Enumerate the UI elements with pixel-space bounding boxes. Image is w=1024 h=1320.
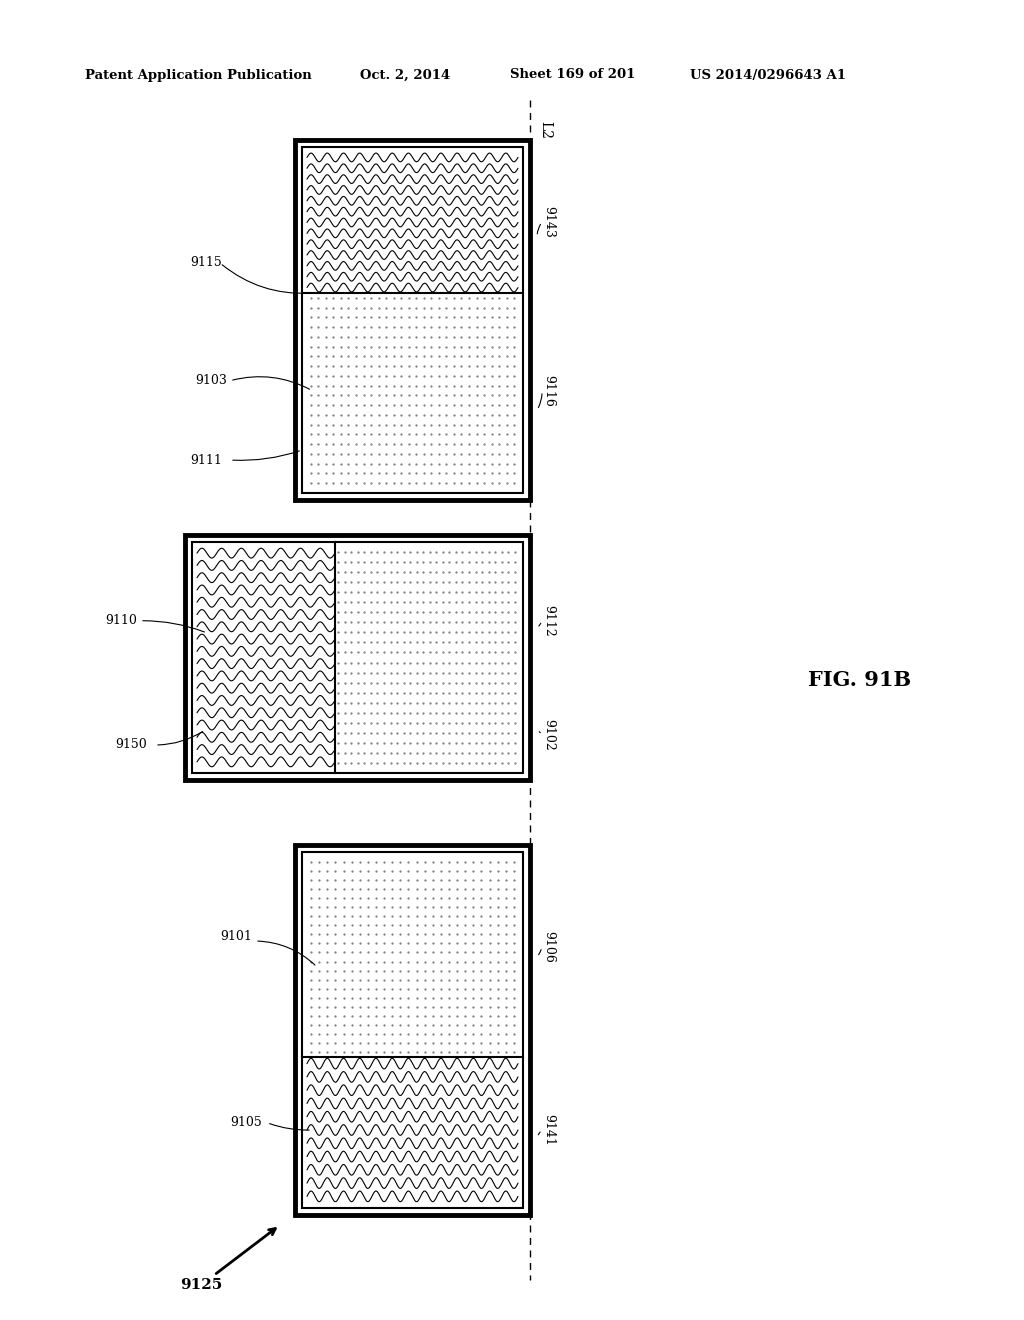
Text: US 2014/0296643 A1: US 2014/0296643 A1 [690,69,846,82]
Text: 9125: 9125 [180,1229,275,1292]
Bar [193,543,523,774]
Text: 9103: 9103 [195,375,227,387]
Text: 9111: 9111 [190,454,222,466]
Text: 9115: 9115 [190,256,222,269]
Text: FIG. 91B: FIG. 91B [808,671,911,690]
Text: 9110: 9110 [105,614,137,627]
Bar [295,845,530,1214]
Bar [185,535,530,780]
Bar [295,140,530,500]
Text: Patent Application Publication: Patent Application Publication [85,69,311,82]
Text: 9141: 9141 [542,1114,555,1146]
Text: 9101: 9101 [220,931,252,944]
Text: 9105: 9105 [230,1117,262,1129]
Text: 9116: 9116 [542,375,555,407]
Text: 9112: 9112 [542,605,555,636]
Text: Sheet 169 of 201: Sheet 169 of 201 [510,69,635,82]
Text: 9102: 9102 [542,719,555,751]
Bar [302,851,523,1208]
Bar [302,147,523,492]
Text: 9106: 9106 [542,931,555,962]
Text: L2: L2 [538,121,552,139]
Text: Oct. 2, 2014: Oct. 2, 2014 [360,69,451,82]
Text: 9150: 9150 [115,738,146,751]
Text: 9143: 9143 [542,206,555,238]
